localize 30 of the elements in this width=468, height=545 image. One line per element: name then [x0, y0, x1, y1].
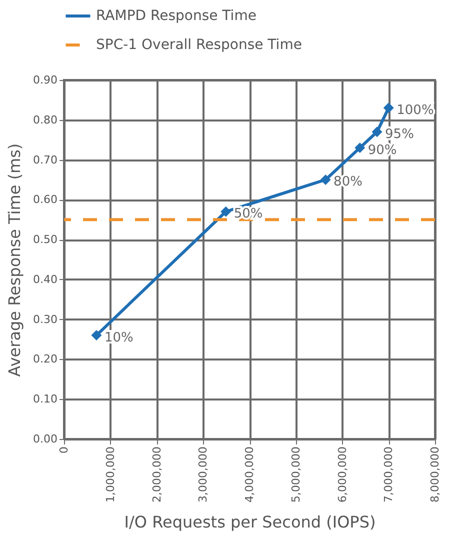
point	[220, 206, 232, 217]
x-tick-label: 0	[58, 446, 70, 454]
annotation: 100%	[396, 102, 434, 118]
y-tick-label: 0.80	[33, 113, 58, 126]
y-tick-label: 0.40	[33, 272, 58, 286]
point	[383, 102, 394, 114]
y-axis-title: Average Response Time (ms)	[5, 143, 24, 377]
x-tick-label: 5,000,000	[289, 446, 302, 502]
x-tick-label: 6,000,000	[336, 446, 349, 502]
x-tick-label: 8,000,000	[428, 446, 442, 502]
y-tick-label: 0.30	[33, 312, 58, 326]
point	[354, 142, 366, 154]
x-tick-label: 3,000,000	[196, 446, 210, 502]
x-tick-label: 2,000,000	[150, 446, 164, 502]
point	[320, 174, 331, 185]
y-tick-label: 0.90	[33, 74, 58, 86]
legend-label: SPC-1 Overall Response Time	[96, 37, 302, 53]
x-tick-label: 1,000,000	[104, 446, 117, 502]
x-tick-label: 4,000,000	[243, 446, 256, 502]
x-tick-label: 7,000,000	[382, 446, 396, 502]
y-tick-label: 0.50	[33, 233, 58, 246]
y-tick-label: 0.00	[33, 432, 58, 446]
x-axis-title: I/O Requests per Second (IOPS)	[124, 512, 376, 532]
point	[372, 126, 382, 138]
point	[91, 330, 102, 341]
legend-label: RAMPD Response Time	[96, 8, 256, 24]
y-tick-label: 0.70	[33, 153, 58, 166]
y-tick-label: 0.10	[33, 392, 58, 406]
y-tick-label: 0.20	[33, 352, 58, 366]
y-tick-label: 0.60	[33, 193, 58, 206]
